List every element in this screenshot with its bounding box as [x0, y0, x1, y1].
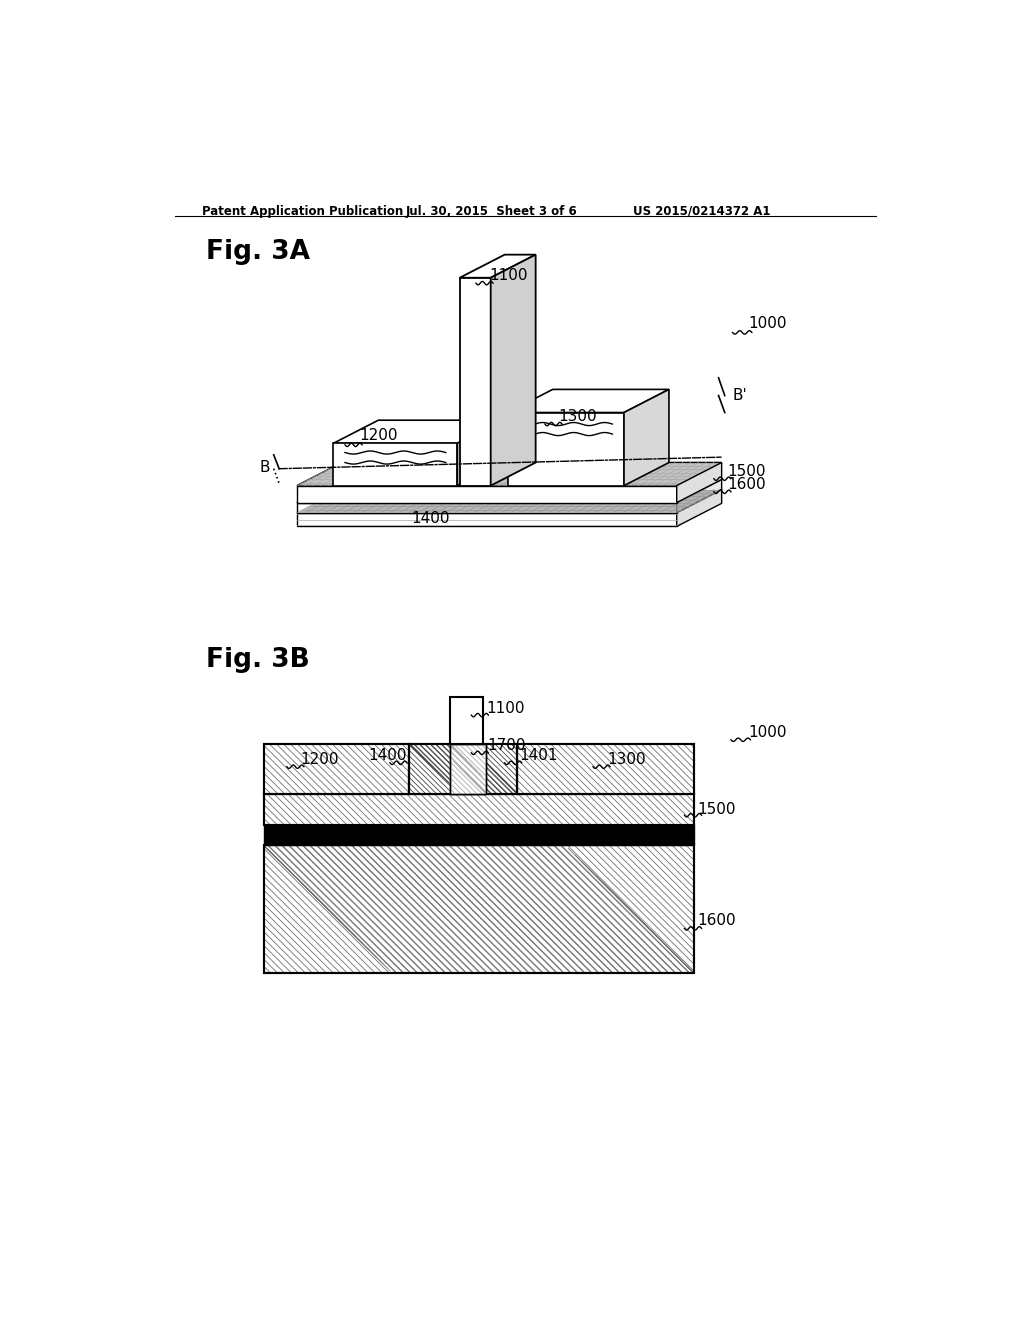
Bar: [410, 743, 517, 793]
Bar: [263, 793, 693, 825]
Text: 1600: 1600: [697, 913, 736, 928]
Polygon shape: [460, 255, 536, 277]
Text: Jul. 30, 2015  Sheet 3 of 6: Jul. 30, 2015 Sheet 3 of 6: [406, 205, 578, 218]
Polygon shape: [460, 277, 490, 486]
Text: 1400: 1400: [369, 747, 407, 763]
Text: 1700: 1700: [487, 738, 526, 752]
Text: 1200: 1200: [359, 428, 397, 444]
Text: 1100: 1100: [486, 701, 524, 717]
Polygon shape: [677, 479, 722, 512]
Text: Fig. 3B: Fig. 3B: [206, 647, 309, 673]
Text: 1401: 1401: [519, 747, 558, 763]
Bar: [263, 845, 693, 973]
Bar: [451, 697, 483, 743]
Text: B': B': [732, 388, 748, 403]
Bar: [450, 743, 486, 793]
Bar: [517, 743, 693, 793]
Bar: [410, 743, 517, 793]
Polygon shape: [624, 389, 669, 486]
Bar: [263, 743, 410, 793]
Bar: [263, 825, 693, 845]
Bar: [517, 743, 693, 793]
Bar: [263, 743, 410, 793]
Polygon shape: [297, 462, 722, 486]
Text: 1000: 1000: [748, 725, 786, 739]
Polygon shape: [490, 255, 536, 486]
Polygon shape: [297, 479, 722, 503]
Text: 1500: 1500: [727, 465, 766, 479]
Text: B': B': [698, 826, 717, 845]
Text: US 2015/0214372 A1: US 2015/0214372 A1: [633, 205, 771, 218]
Text: 1000: 1000: [748, 317, 786, 331]
Text: B: B: [259, 461, 270, 475]
Polygon shape: [334, 420, 503, 444]
Text: 1500: 1500: [697, 801, 736, 817]
Polygon shape: [677, 490, 722, 527]
Polygon shape: [334, 444, 458, 486]
Polygon shape: [297, 512, 677, 527]
Text: Patent Application Publication: Patent Application Publication: [202, 205, 402, 218]
Text: 1100: 1100: [489, 268, 527, 282]
Polygon shape: [297, 486, 677, 503]
Bar: [450, 743, 486, 793]
Text: Fig. 3A: Fig. 3A: [206, 239, 309, 265]
Polygon shape: [677, 462, 722, 503]
Text: 1300: 1300: [607, 751, 645, 767]
Polygon shape: [458, 420, 503, 486]
Text: B: B: [242, 826, 254, 845]
Text: 1300: 1300: [558, 409, 597, 424]
Text: 1600: 1600: [727, 478, 766, 492]
Bar: [263, 793, 693, 825]
Text: 1400: 1400: [411, 511, 450, 527]
Bar: [263, 845, 693, 973]
Text: 1200: 1200: [300, 751, 339, 767]
Polygon shape: [297, 503, 677, 512]
Polygon shape: [297, 490, 722, 512]
Polygon shape: [508, 412, 624, 486]
Polygon shape: [508, 389, 669, 412]
